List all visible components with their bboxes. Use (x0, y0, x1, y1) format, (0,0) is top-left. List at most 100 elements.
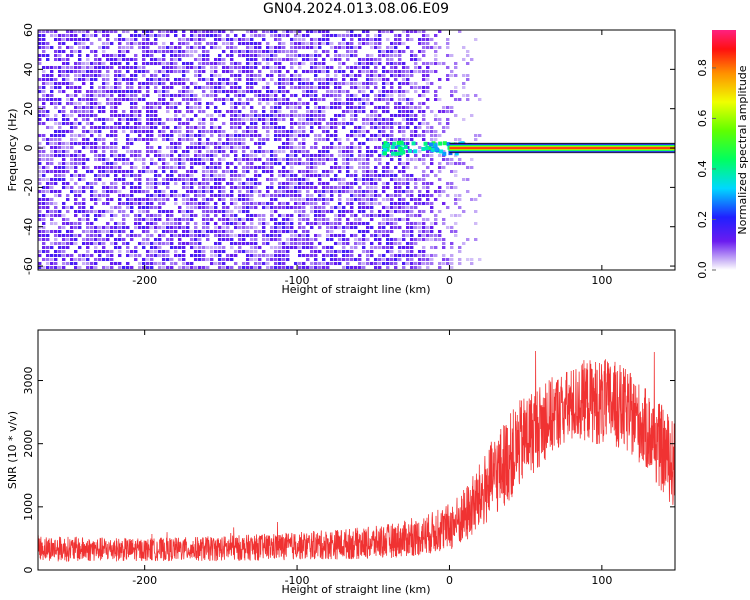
spectrogram-cell (94, 194, 98, 197)
spectrogram-cell (210, 190, 214, 193)
spectrogram-cell (66, 70, 70, 73)
spectrogram-cell (422, 130, 426, 133)
spectrogram-cell (342, 254, 346, 257)
spectrogram-cell (194, 82, 198, 85)
spectrogram-cell (282, 202, 286, 205)
spectrogram-cell (354, 34, 358, 37)
spectrogram-cell (286, 146, 290, 149)
spectrogram-cell (50, 82, 54, 85)
spectrogram-cell (90, 238, 94, 241)
spectrogram-cell (366, 214, 370, 217)
spectrogram-cell (122, 266, 126, 269)
spectrogram-cell (190, 178, 194, 181)
spectrogram-cell (62, 74, 66, 77)
spectrogram-cell (362, 94, 366, 97)
spectrogram-cell (282, 250, 286, 253)
spectrogram-cell (310, 198, 314, 201)
spectrogram-cell (62, 162, 66, 165)
spectrogram-cell (166, 166, 170, 169)
spectrogram-cell (222, 66, 226, 69)
spectrogram-cell (478, 134, 482, 137)
spectrogram-cell (202, 258, 206, 261)
spectrogram-cell (274, 66, 278, 69)
spectrogram-cell (262, 150, 266, 153)
spectrogram-cell (70, 222, 74, 225)
spectrogram-cell (294, 54, 298, 57)
spectrogram-cell (138, 214, 142, 217)
spectrogram-cell (334, 242, 338, 245)
spectrogram-cell (258, 94, 262, 97)
spectrogram-cell (366, 250, 370, 253)
spectrogram-cell (74, 266, 78, 269)
spectrogram-cell (322, 190, 326, 193)
spectrogram-cell (146, 118, 150, 121)
spectrogram-cell (46, 30, 50, 33)
spectrogram-cell (194, 266, 198, 269)
spectrogram-cell (66, 206, 70, 209)
spectrogram-cell (286, 186, 290, 189)
spectrogram-cell (426, 90, 430, 93)
spectrogram-cell (42, 146, 46, 149)
spectrogram-cell (98, 170, 102, 173)
spectrogram-cell (42, 266, 46, 269)
spectrogram-cell (410, 82, 414, 85)
spectrogram-cell (282, 142, 286, 145)
spectrogram-cell (178, 238, 182, 241)
spectrogram-cell (170, 46, 174, 49)
spectrogram-cell (38, 146, 42, 149)
spectrogram-cell (306, 42, 310, 45)
spectrogram-cell (202, 50, 206, 53)
spectrogram-cell (378, 238, 382, 241)
spectrogram-cell (54, 118, 58, 121)
spectrogram-cell (162, 134, 166, 137)
spectrogram-cell (402, 94, 406, 97)
spectrogram-cell (170, 94, 174, 97)
spectrogram-cell (218, 250, 222, 253)
spectrogram-cell (342, 182, 346, 185)
spectrogram-cell (314, 70, 318, 73)
spectrogram-cell (186, 66, 190, 69)
spectrogram-cell (138, 98, 142, 101)
spectrogram-cell (74, 118, 78, 121)
spectrogram-cell (142, 62, 146, 65)
spectrogram-cell (122, 50, 126, 53)
spectrogram-cell (230, 186, 234, 189)
spectrogram-cell (326, 78, 330, 81)
spectrogram-cell (306, 202, 310, 205)
spectrogram-cell (246, 74, 250, 77)
spectrogram-cell (118, 54, 122, 57)
spectrogram-cell (326, 262, 330, 265)
spectrogram-cell (102, 242, 106, 245)
spectrogram-cell (82, 130, 86, 133)
spectrogram-cell (254, 234, 258, 237)
spectrogram-cell (106, 146, 110, 149)
spectrogram-cell (70, 70, 74, 73)
spectrogram-cell (470, 262, 474, 265)
spectrogram-cell (286, 238, 290, 241)
spectrogram-cell (362, 222, 366, 225)
spectrogram-cell (146, 126, 150, 129)
spectrogram-cell (294, 210, 298, 213)
spectrogram-cell (322, 34, 326, 37)
spectrogram-cell (394, 266, 398, 269)
spectrogram-cell (242, 170, 246, 173)
spectrogram-cell (418, 134, 422, 137)
spectrogram-cell (402, 170, 406, 173)
spectrogram-cell (362, 110, 366, 113)
spectrogram-cell (406, 118, 410, 121)
spectrogram-cell (102, 110, 106, 113)
spectrogram-x-ticks: -200 -100 0 100 (132, 30, 612, 287)
spectrogram-cell (270, 210, 274, 213)
spectrogram-cell (250, 254, 254, 257)
spectrogram-cell (154, 230, 158, 233)
spectrogram-cell (114, 214, 118, 217)
spectrogram-cell (226, 170, 230, 173)
spectrogram-cell (134, 30, 138, 33)
spectrogram-cell (290, 234, 294, 237)
spectrogram-cell (438, 46, 442, 49)
spectrogram-cell (66, 78, 70, 81)
spectrogram-cell (206, 178, 210, 181)
spectrogram-cell (338, 82, 342, 85)
spectrogram-cell (66, 66, 70, 69)
spectrogram-cell (66, 254, 70, 257)
